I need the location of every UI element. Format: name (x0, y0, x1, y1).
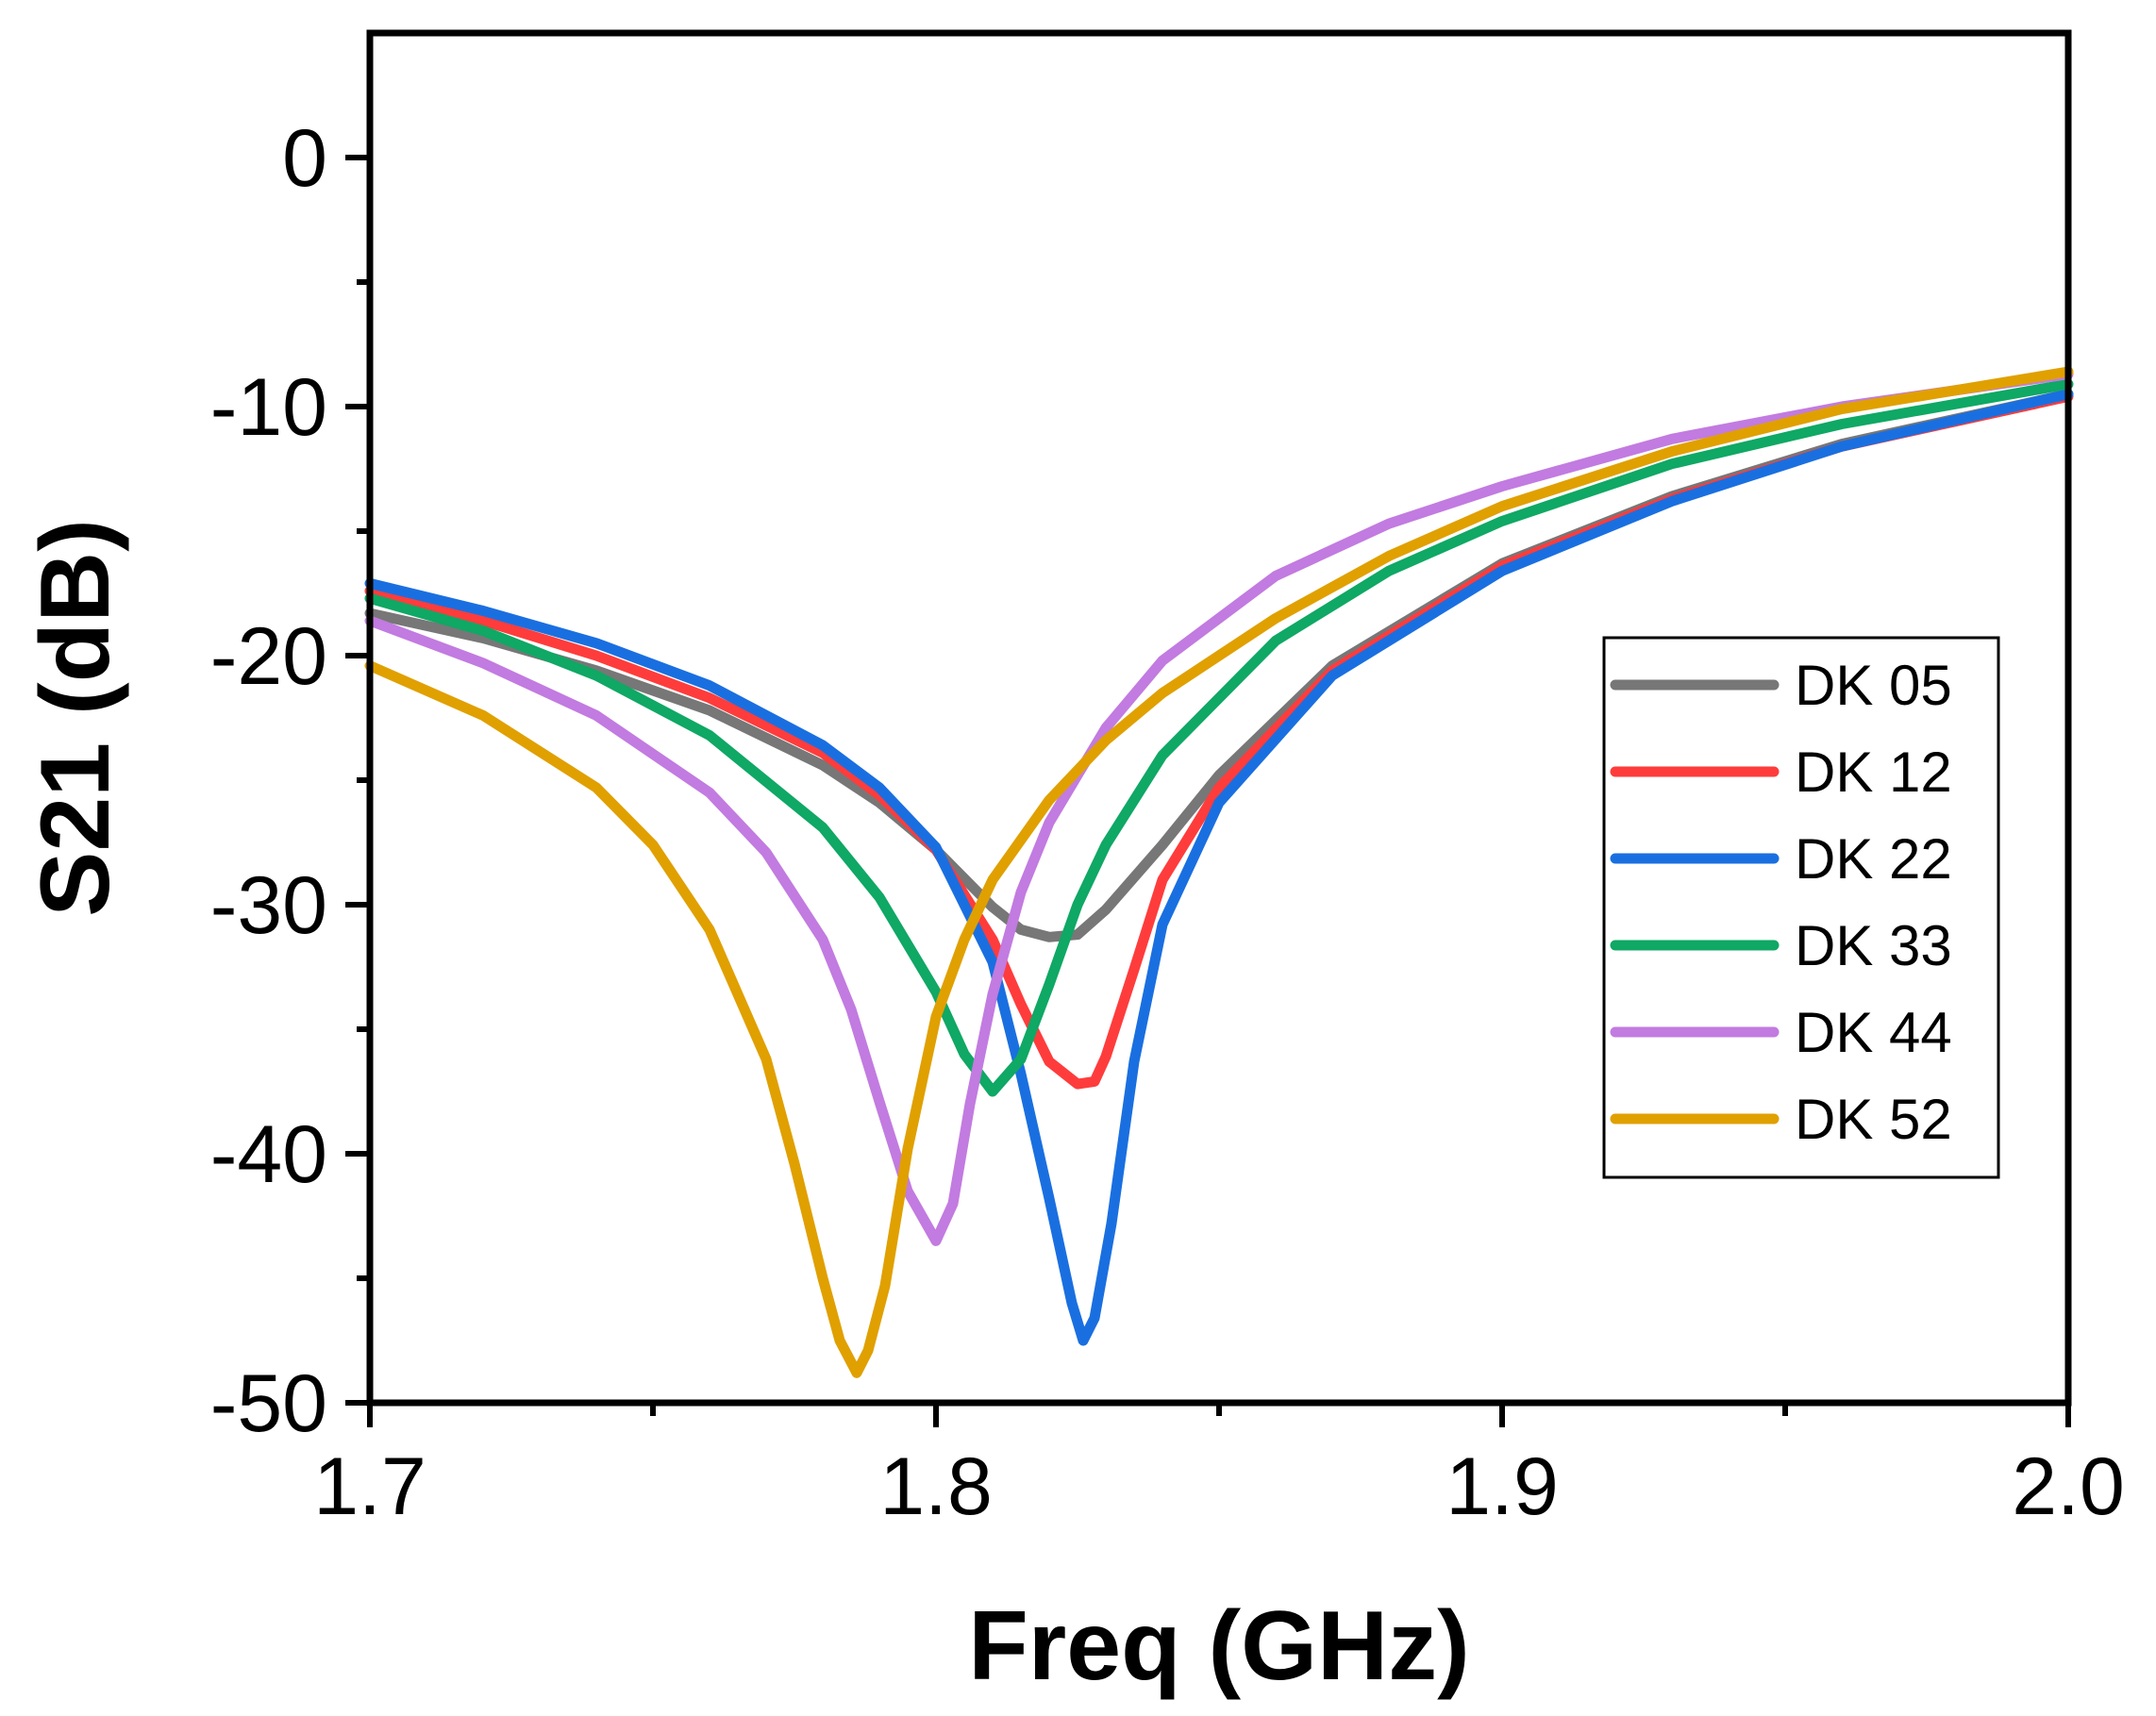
series-line-dk-22 (364, 389, 2074, 1346)
legend-item: DK 05 (1610, 654, 1952, 717)
legend-label: DK 44 (1795, 1001, 1952, 1064)
x-tick-label: 1.8 (879, 1441, 993, 1532)
legend-item: DK 44 (1610, 1001, 1952, 1064)
legend-label: DK 33 (1795, 914, 1952, 977)
x-axis-title: Freq (GHz) (968, 1591, 1470, 1701)
y-tick-label: -50 (210, 1358, 327, 1449)
x-tick-label: 2.0 (2012, 1441, 2125, 1532)
series-layer (364, 366, 2074, 1378)
series-line-dk-33 (364, 378, 2074, 1097)
tick-labels: 1.7 1.8 1.9 2.0 0 -10 -20 -30 -40 -50 (210, 113, 2125, 1532)
legend-item: DK 33 (1610, 914, 1952, 977)
y-tick-label: -20 (210, 611, 327, 702)
legend-box (1602, 636, 2000, 1179)
y-tick-label: -40 (210, 1109, 327, 1200)
legend-item: DK 12 (1610, 741, 1952, 804)
ticks-layer (345, 155, 2071, 1427)
legend-label: DK 52 (1795, 1088, 1952, 1151)
legend-label: DK 12 (1795, 741, 1952, 804)
y-tick-label: 0 (282, 113, 327, 204)
legend-item: DK 22 (1610, 827, 1952, 891)
x-tick-label: 1.9 (1446, 1441, 1559, 1532)
legend: DK 05 DK 12 DK 22 DK 33 DK 44 DK 52 (1602, 636, 2000, 1179)
x-tick-label: 1.7 (313, 1441, 426, 1532)
y-tick-label: -30 (210, 860, 327, 951)
series-line-dk-44 (364, 369, 2074, 1246)
y-axis-title: S21 (dB) (21, 519, 130, 917)
series-line-dk-52 (364, 366, 2074, 1378)
legend-item: DK 52 (1610, 1088, 1952, 1151)
legend-label: DK 22 (1795, 827, 1952, 891)
y-tick-label: -10 (210, 362, 327, 453)
legend-label: DK 05 (1795, 654, 1952, 717)
